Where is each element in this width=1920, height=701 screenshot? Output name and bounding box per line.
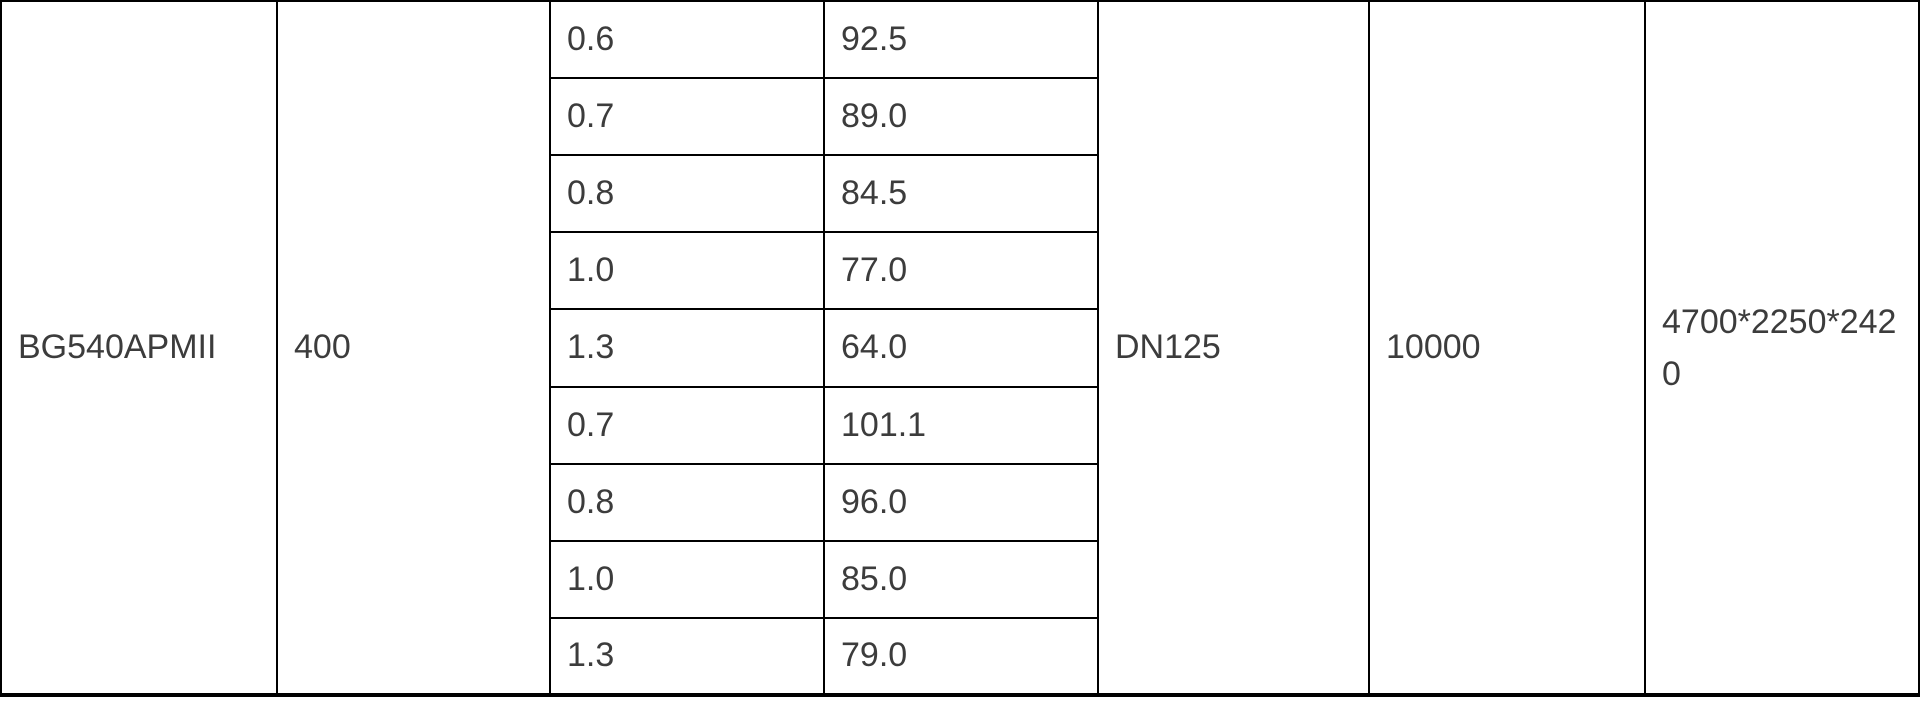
table-row: 1.3 79.0 (1, 616, 1919, 697)
outlet-cell: DN125 (1097, 0, 1370, 696)
flow-cell: 92.5 (823, 0, 1099, 80)
table-row: 0.7 101.1 (1, 385, 1919, 465)
pressure-cell: 1.3 (549, 308, 825, 388)
table-row: 0.7 89.0 (1, 77, 1919, 157)
dimensions-cell: 4700*2250*2420 (1644, 0, 1920, 696)
pressure-cell: 1.0 (549, 231, 825, 311)
pressure-cell: 1.3 (549, 616, 825, 697)
pressure-cell: 0.7 (549, 77, 825, 157)
table-row: 0.8 96.0 (1, 462, 1919, 542)
flow-cell: 79.0 (823, 616, 1099, 697)
table-row: 0.8 84.5 (1, 154, 1919, 234)
flow-cell: 85.0 (823, 539, 1099, 619)
flow-cell: 64.0 (823, 308, 1099, 388)
power-cell: 400 (276, 0, 551, 696)
table-row: 1.0 85.0 (1, 539, 1919, 619)
flow-cell: 101.1 (823, 385, 1099, 465)
flow-cell: 77.0 (823, 231, 1099, 311)
model-cell: BG540APMII (0, 0, 278, 696)
pressure-cell: 0.8 (549, 154, 825, 234)
volume-cell: 10000 (1368, 0, 1646, 696)
pressure-cell: 1.0 (549, 539, 825, 619)
pressure-cell: 0.8 (549, 462, 825, 542)
pressure-cell: 0.6 (549, 0, 825, 80)
flow-cell: 96.0 (823, 462, 1099, 542)
flow-cell: 89.0 (823, 77, 1099, 157)
pressure-cell: 0.7 (549, 385, 825, 465)
table-row: 1.0 77.0 (1, 231, 1919, 311)
flow-cell: 84.5 (823, 154, 1099, 234)
table-row: 1.3 64.0 (1, 308, 1919, 388)
